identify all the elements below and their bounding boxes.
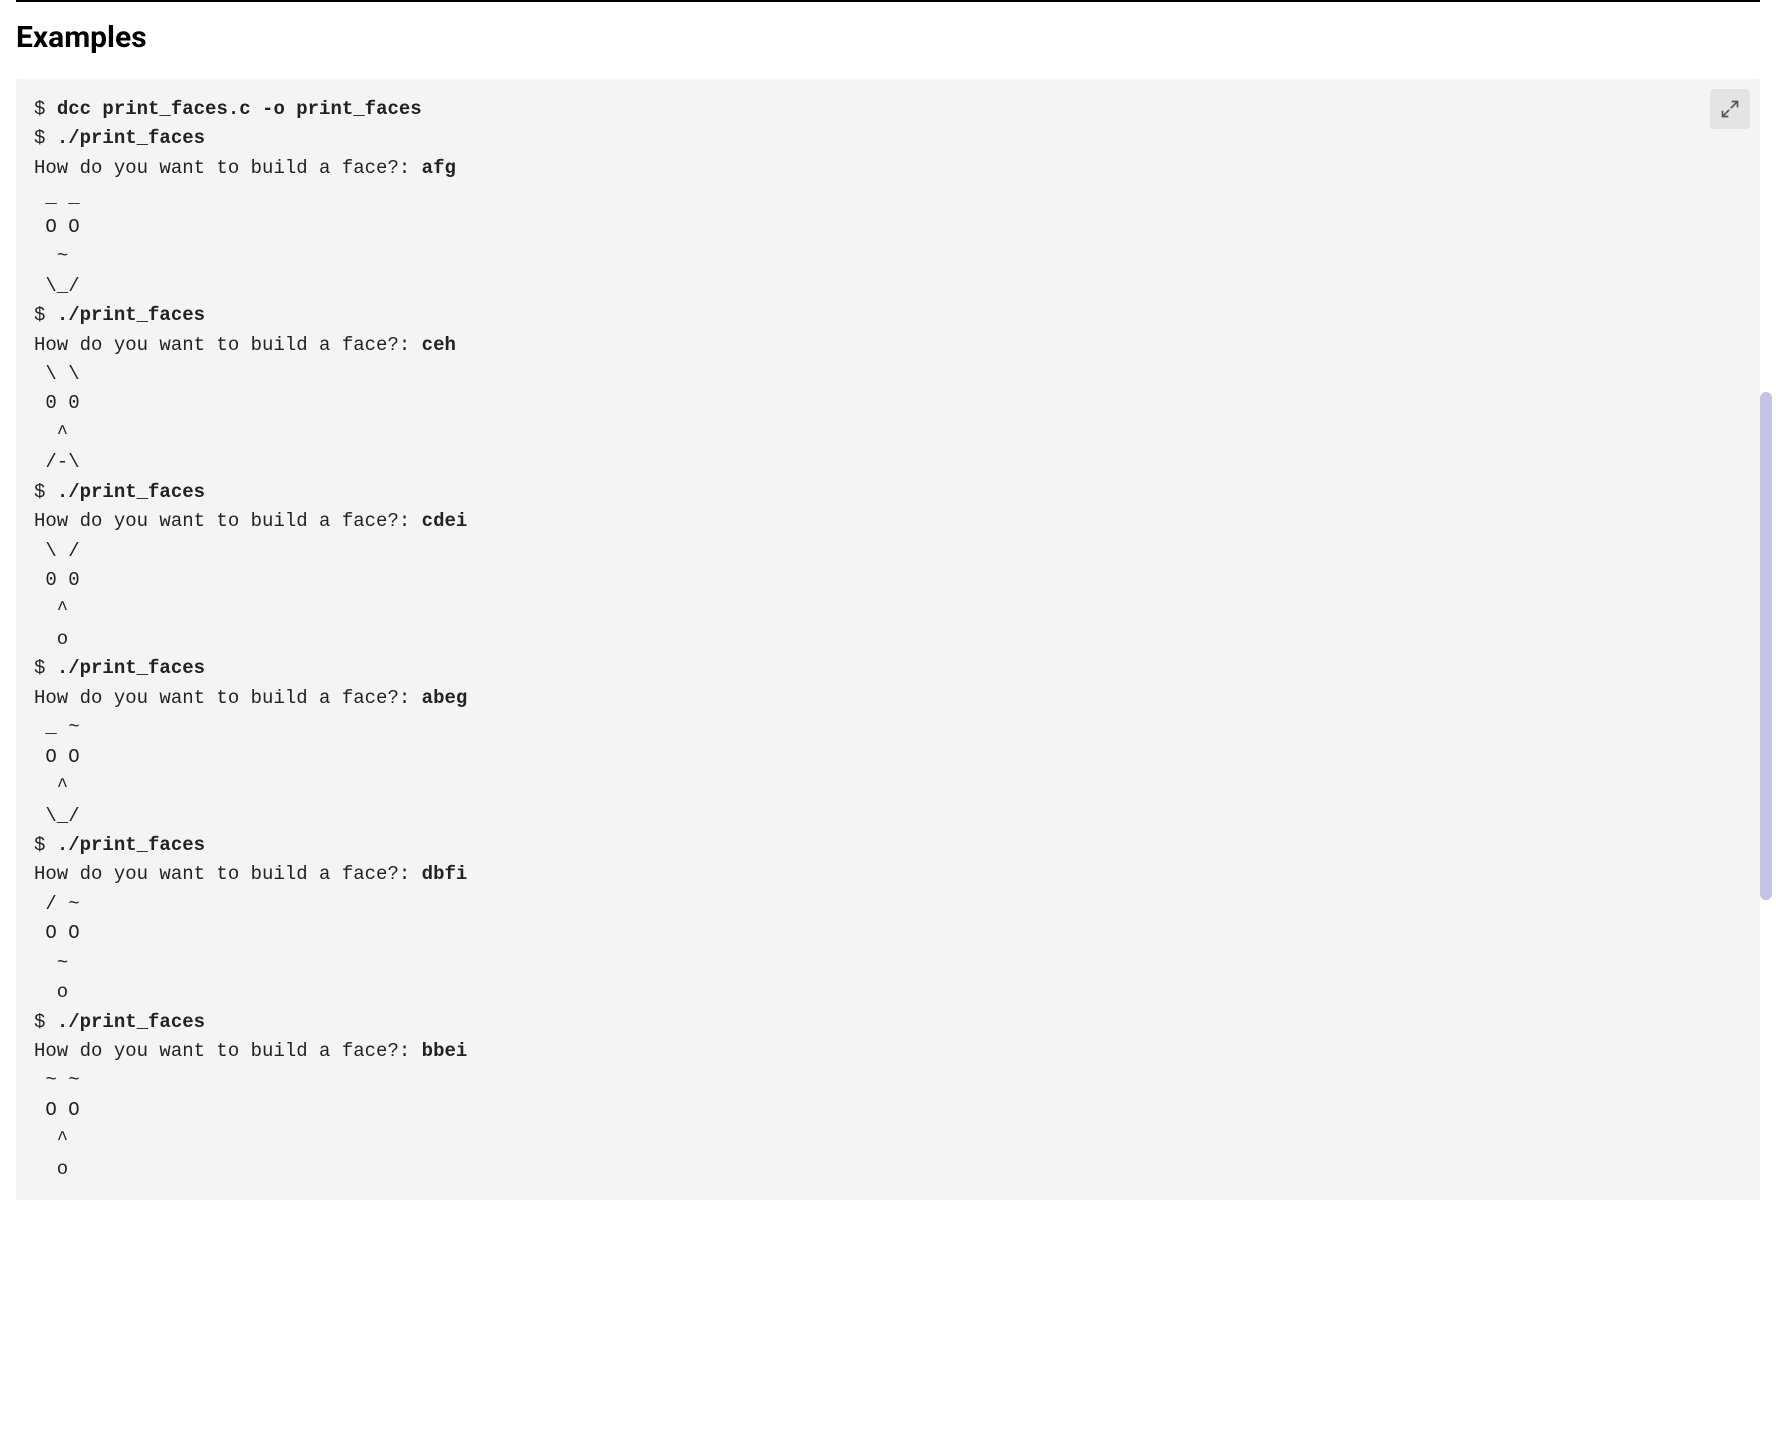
expand-button[interactable] bbox=[1710, 89, 1750, 129]
expand-icon bbox=[1720, 99, 1740, 119]
compile-command: dcc print_faces.c -o print_faces bbox=[57, 98, 422, 120]
run-command: ./print_faces bbox=[57, 834, 205, 856]
run-command: ./print_faces bbox=[57, 657, 205, 679]
scrollbar-thumb[interactable] bbox=[1760, 392, 1772, 900]
section-title: Examples bbox=[0, 2, 1776, 79]
user-input: cdei bbox=[422, 510, 468, 532]
user-input: ceh bbox=[422, 334, 456, 356]
code-container: $ dcc print_faces.c -o print_faces $ ./p… bbox=[16, 79, 1760, 1200]
run-command: ./print_faces bbox=[57, 304, 205, 326]
user-input: bbei bbox=[422, 1040, 468, 1062]
run-command: ./print_faces bbox=[57, 481, 205, 503]
user-input: dbfi bbox=[422, 863, 468, 885]
run-command: ./print_faces bbox=[57, 127, 205, 149]
user-input: afg bbox=[422, 157, 456, 179]
scrollbar-track[interactable] bbox=[1760, 0, 1772, 1452]
run-command: ./print_faces bbox=[57, 1011, 205, 1033]
user-input: abeg bbox=[422, 687, 468, 709]
terminal-code-block: $ dcc print_faces.c -o print_faces $ ./p… bbox=[16, 79, 1760, 1200]
